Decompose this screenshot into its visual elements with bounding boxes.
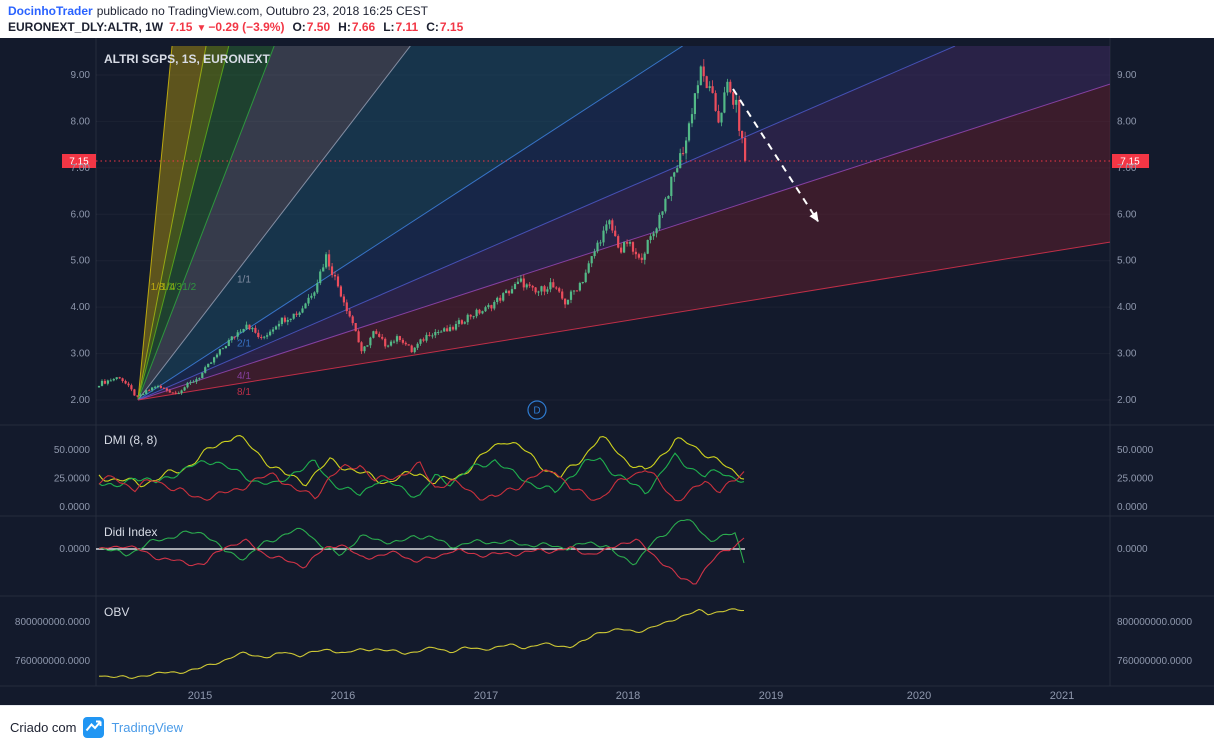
price-axis-label: 0.0000 (59, 502, 90, 513)
price-axis-label: 25.0000 (54, 474, 91, 485)
price-axis-label: 0.0000 (59, 544, 90, 555)
price-axis-label: 8.00 (71, 116, 91, 127)
last-price-value: 7.15 (169, 20, 193, 34)
dmi-series (98, 435, 745, 502)
price-axis-label: 7.00 (1117, 163, 1137, 174)
time-axis-label: 2017 (474, 690, 498, 702)
change-value: −0.29 (−3.9%) (208, 20, 285, 34)
ohlc-value: 7.50 (306, 20, 331, 34)
price-axis-label: 3.00 (71, 349, 91, 360)
gann-fan-label: 2/1 (237, 339, 251, 350)
author-link[interactable]: DocinhoTrader (8, 4, 93, 18)
price-axis-label: 5.00 (1117, 256, 1137, 267)
last-price-tag[interactable] (62, 154, 96, 168)
time-axis-label: 2018 (616, 690, 640, 702)
down-arrow-icon: ▼ (196, 23, 207, 34)
gann-fan-label: 1/2 (182, 282, 196, 293)
ohlc-value: 7.11 (395, 20, 419, 34)
ohlc-label: O: (292, 20, 306, 34)
header: DocinhoTrader publicado no TradingView.co… (0, 0, 1214, 38)
footer: Criado com TradingView (0, 705, 1214, 748)
time-axis[interactable]: 2015 2016 2017 2018 2019 2020 2021 (188, 690, 1074, 702)
time-axis-label: 2021 (1050, 690, 1074, 702)
time-axis-label: 2016 (331, 690, 355, 702)
price-axis-label: 0.0000 (1117, 502, 1148, 513)
ohlc-value: 7.15 (439, 20, 464, 34)
svg-text:7.15: 7.15 (69, 157, 89, 168)
price-axis-label: 760000000.0000 (1117, 656, 1193, 667)
price-axes[interactable]: 9.00 9.00 8.00 8.00 7.00 7.00 6.00 6.00 5.00 5.00… (15, 70, 1193, 667)
price-axis-label: 4.00 (71, 302, 91, 313)
symbol-interval: EURONEXT_DLY:ALTR, 1W (8, 20, 164, 34)
event-marker-d[interactable]: D (527, 400, 547, 420)
price-axis-label: 9.00 (1117, 70, 1137, 81)
price-axis-label: 7.00 (71, 163, 91, 174)
tradingview-link[interactable]: TradingView (111, 719, 184, 735)
created-with-label: Criado com (10, 719, 77, 735)
svg-text:7.15: 7.15 (1120, 157, 1140, 168)
chart-canvas[interactable]: 1/8 1/4 1/3 1/2 1/1 2/1 4/1 8/1 7.15 7.15 D 9.00 9.0… (0, 38, 1214, 705)
symbol-ohlc-row: EURONEXT_DLY:ALTR, 1W 7.15 ▼ −0.29 (−3.9%) O… (8, 19, 1206, 37)
price-axis-label: 800000000.0000 (15, 617, 91, 628)
price-axis-label: 6.00 (1117, 209, 1137, 220)
price-axis-label: 4.00 (1117, 302, 1137, 313)
price-axis-label: 9.00 (71, 70, 91, 81)
ohlc-value: 7.66 (351, 20, 376, 34)
candlestick-series[interactable] (97, 59, 747, 398)
price-axis-label: 8.00 (1117, 116, 1137, 127)
price-axis-label: 25.0000 (1117, 474, 1154, 485)
price-axis-label: 50.0000 (54, 445, 91, 456)
price-axis-label: 800000000.0000 (1117, 617, 1193, 628)
projection-arrow[interactable] (732, 88, 819, 223)
obv-series (99, 608, 745, 679)
price-axis-label: 50.0000 (1117, 445, 1154, 456)
gann-fan-label: 1/4 (161, 282, 175, 293)
price-axis-label: 760000000.0000 (15, 656, 91, 667)
gann-fan[interactable]: 1/81/41/3 1/2 1/1 2/1 4/1 8/1 (137, 46, 1110, 401)
tradingview-logo-icon[interactable] (83, 716, 105, 738)
didi-series (98, 519, 745, 585)
price-axis-label: 2.00 (71, 395, 91, 406)
price-axis-label: 2.00 (1117, 395, 1137, 406)
gann-fan-label: 4/1 (237, 371, 251, 382)
time-axis-label: 2020 (907, 690, 931, 702)
gann-fan-label: 1/3 (168, 282, 182, 293)
last-price: 7.15 7.15 (62, 154, 1149, 168)
published-text: publicado no TradingView.com, Outubro 23… (96, 4, 429, 18)
publish-info-row: DocinhoTrader publicado no TradingView.co… (8, 3, 1206, 19)
ohlc-label: L: (383, 20, 395, 34)
gann-fan-label: 1/1 (237, 274, 251, 285)
ohlc-label: H: (338, 20, 351, 34)
time-axis-label: 2015 (188, 690, 212, 702)
ohlc-label: C: (426, 20, 439, 34)
price-axis-label: 6.00 (71, 209, 91, 220)
time-axis-label: 2019 (759, 690, 783, 702)
last-price-tag[interactable] (1112, 154, 1149, 168)
gann-fan-label: 1/8 (151, 282, 165, 293)
gann-fan-label: 8/1 (237, 387, 251, 398)
svg-text:D: D (533, 406, 540, 417)
price-axis-label: 0.0000 (1117, 544, 1148, 555)
price-axis-label: 5.00 (71, 256, 91, 267)
price-axis-label: 3.00 (1117, 349, 1137, 360)
